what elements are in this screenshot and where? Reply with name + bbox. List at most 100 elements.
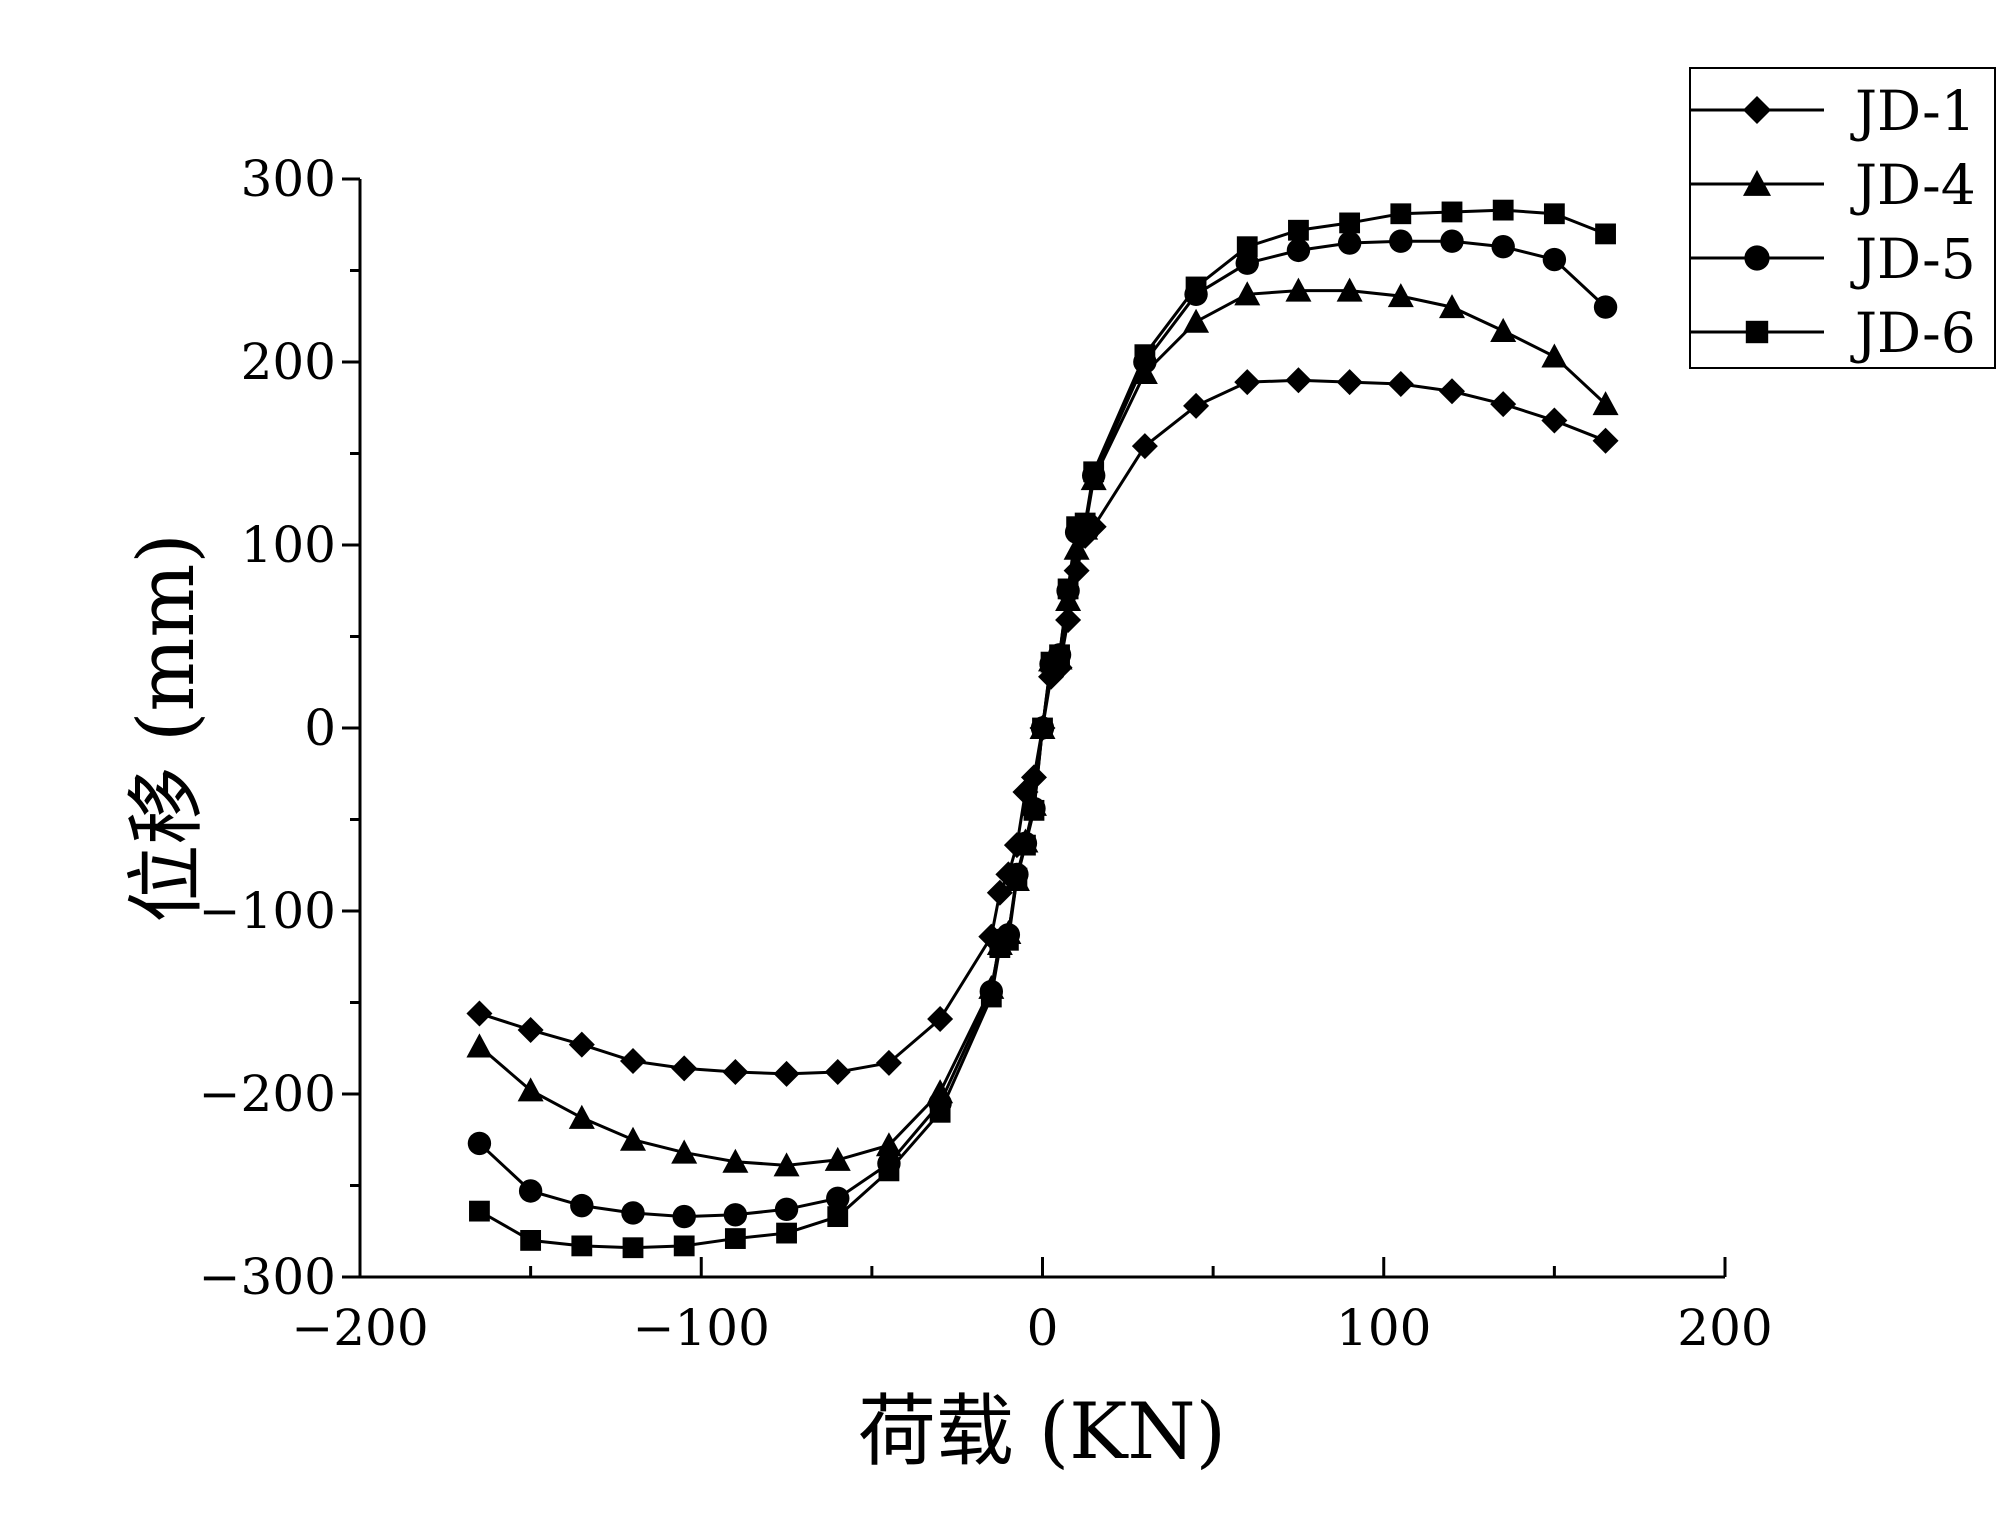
legend-item: JD-4 [1690,153,1976,217]
square-marker [1049,644,1070,666]
triangle-marker [1285,277,1312,302]
y-tick-label: 300 [241,150,336,208]
triangle-marker [1234,281,1261,306]
triangle-marker [1541,343,1568,368]
legend-item: JD-5 [1690,227,1976,291]
diamond-marker [1592,427,1619,454]
triangle-marker [1439,294,1465,319]
diamond-marker [1387,370,1414,397]
square-marker [1492,199,1514,221]
diamond-marker [1541,407,1568,434]
diamond-marker [824,1059,851,1086]
triangle-marker [1063,535,1090,560]
square-marker [622,1237,644,1259]
legend-item: JD-6 [1690,301,1976,365]
diamond-marker [1234,369,1261,396]
circle-marker [1286,238,1311,263]
circle-marker [621,1201,645,1225]
square-marker [1032,717,1053,739]
x-axis-title: 荷载 (KN) [858,1387,1226,1477]
square-marker [1390,203,1412,225]
triangle-marker [1592,391,1619,416]
triangle-marker [722,1148,749,1173]
x-tick-label: −100 [633,1299,770,1357]
square-marker [776,1222,797,1244]
legend: JD-1 JD-4 JD-5 JD-6 [1689,67,1996,369]
diamond-marker [927,1005,954,1032]
triangle-marker [1336,277,1363,302]
x-tick-label: 0 [1027,1299,1059,1357]
circle-marker [570,1193,594,1218]
square-marker [1023,799,1045,821]
triangle-marker [824,1146,851,1171]
square-marker [724,1228,746,1249]
diamond-marker [986,879,1013,906]
triangle-marker [1183,308,1210,333]
square-marker [929,1101,951,1123]
diamond-marker [1055,607,1082,634]
x-ticks: −200 −100 0 100 200 [291,1257,1773,1357]
triangle-marker [1490,317,1517,342]
square-marker [1236,236,1258,258]
square-marker [1339,212,1361,234]
square-marker [1083,461,1105,483]
square-marker [1057,578,1079,600]
triangle-marker [620,1126,646,1151]
square-marker [469,1200,490,1222]
diamond-marker [722,1059,749,1086]
circle-marker [518,1179,543,1203]
circle-marker [1440,229,1464,253]
triangle-marker [1743,170,1771,196]
triangle-marker [773,1152,800,1177]
circle-marker [1491,235,1515,259]
square-marker [1441,201,1463,223]
diamond-marker [1020,764,1047,791]
triangle-marker [517,1077,544,1102]
diamond-marker [620,1048,646,1075]
square-marker [997,929,1019,951]
square-marker [1134,344,1156,366]
diamond-marker [466,1000,493,1027]
diamond-marker [517,1016,544,1043]
circle-marker [1337,231,1362,255]
square-marker [1595,223,1616,245]
square-marker [878,1160,900,1182]
diamond-marker [1439,378,1465,405]
diamond-marker [671,1055,698,1082]
legend-label: JD-1 [1850,79,1976,143]
diamond-marker [1490,391,1517,418]
y-tick-label: −300 [199,1248,336,1306]
circle-marker [1235,251,1259,275]
legend-label: JD-4 [1850,153,1976,217]
circle-marker [1593,295,1618,319]
square-marker [1015,834,1036,856]
square-marker [980,986,1002,1008]
diamond-marker [568,1031,595,1058]
plot-area [466,199,1619,1259]
triangle-marker [671,1139,698,1164]
square-marker [520,1230,542,1251]
diamond-marker [1183,392,1210,419]
legend-label: JD-6 [1850,301,1976,365]
diamond-marker [1336,369,1363,396]
triangle-marker [466,1033,493,1058]
square-marker [1074,512,1096,534]
x-tick-label: −200 [291,1299,428,1357]
y-tick-label: −100 [199,882,336,940]
y-tick-label: 0 [304,699,336,757]
legend-item: JD-1 [1690,79,1976,143]
y-ticks: −300 −200 −100 0 100 200 300 [199,150,360,1306]
diamond-marker [1743,96,1771,124]
square-marker [1745,320,1769,344]
diamond-marker [773,1060,800,1087]
circle-marker [826,1186,850,1211]
legend-box [1689,67,1996,369]
y-tick-label: 200 [241,333,336,391]
circle-marker [723,1203,748,1227]
triangle-marker [875,1132,902,1157]
square-marker [673,1235,695,1257]
circle-marker [672,1204,696,1229]
circle-marker [1389,229,1413,253]
circle-marker [774,1197,799,1221]
